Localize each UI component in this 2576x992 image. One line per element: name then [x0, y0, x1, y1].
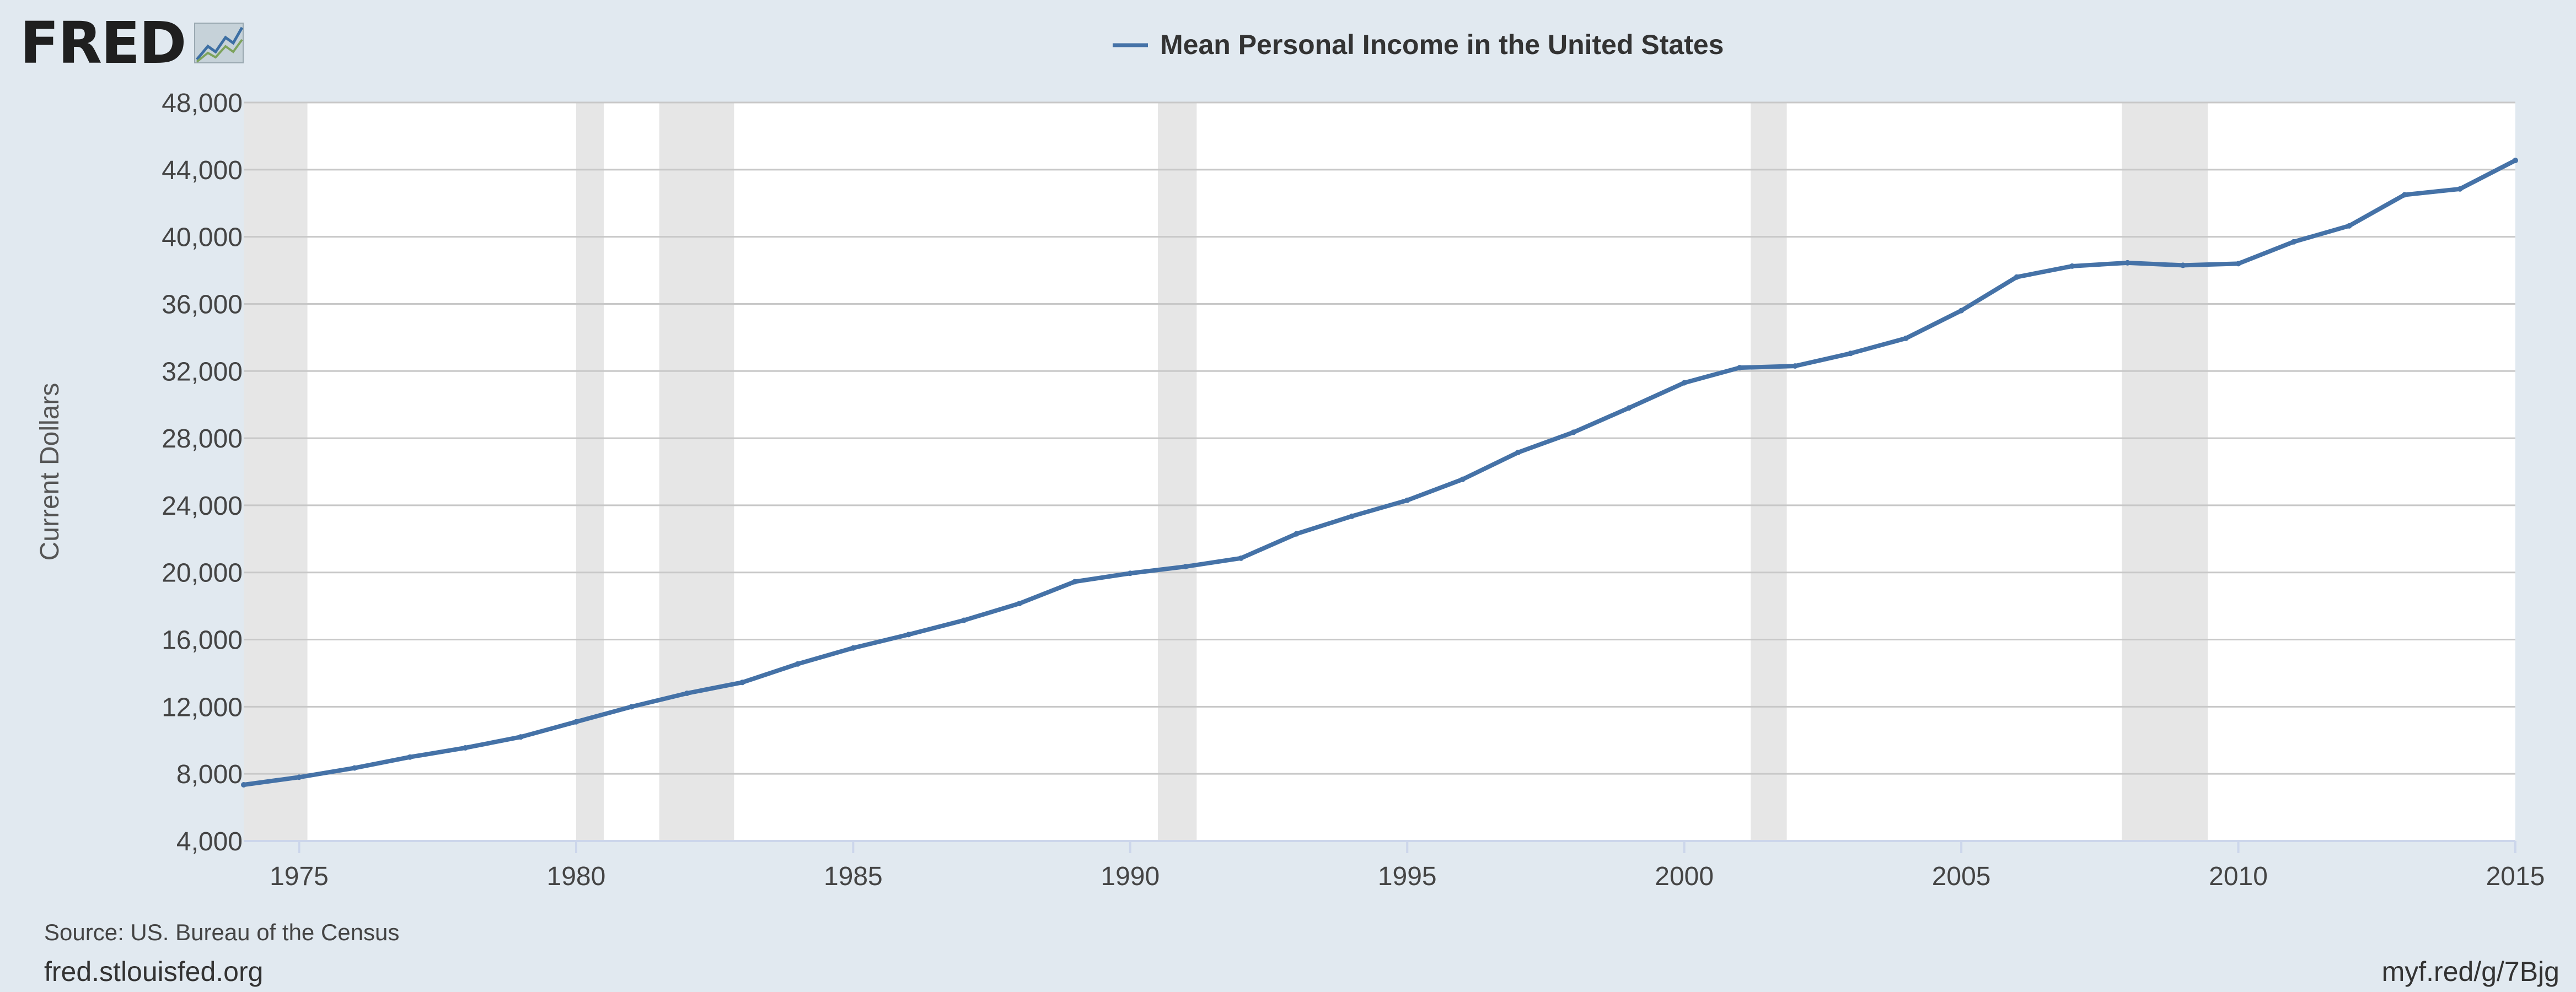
data-point[interactable] — [2402, 192, 2408, 198]
data-point[interactable] — [795, 661, 801, 667]
data-point[interactable] — [629, 704, 635, 710]
y-tick-label: 40,000 — [162, 223, 243, 252]
data-point[interactable] — [1515, 449, 1521, 455]
recession-band — [2122, 103, 2208, 841]
short-url-link[interactable]: myf.red/g/7Bjg — [2381, 956, 2559, 987]
x-tick-label: 2000 — [1655, 862, 1714, 891]
data-point[interactable] — [1072, 579, 1078, 585]
y-tick-label: 44,000 — [162, 156, 243, 185]
y-tick-label: 8,000 — [176, 760, 243, 789]
data-point[interactable] — [739, 680, 745, 686]
y-axis-ticks: 4,000 8,000 12,000 16,000 20,000 24,000 28,000… — [162, 89, 243, 856]
x-axis-ticks: 1975 1980 1985 1990 1995 2000 2005 2010 2015 — [270, 841, 2545, 891]
data-point[interactable] — [2513, 158, 2518, 164]
x-tick-label: 1985 — [824, 862, 883, 891]
data-point[interactable] — [2014, 274, 2020, 280]
data-point[interactable] — [296, 774, 302, 780]
data-point[interactable] — [1349, 513, 1355, 519]
fred-logo[interactable]: FRED — [20, 14, 244, 72]
recession-band — [1751, 103, 1787, 841]
y-tick-label: 16,000 — [162, 626, 243, 655]
x-tick-label: 1995 — [1378, 862, 1437, 891]
data-point[interactable] — [462, 745, 468, 751]
data-point[interactable] — [1404, 497, 1410, 503]
site-link[interactable]: fred.stlouisfed.org — [44, 956, 264, 987]
data-point[interactable] — [1016, 601, 1022, 607]
data-point[interactable] — [2235, 261, 2241, 267]
x-tick-label: 1990 — [1101, 862, 1160, 891]
data-point[interactable] — [684, 691, 690, 696]
recession-band — [1158, 103, 1197, 841]
data-point[interactable] — [850, 645, 856, 651]
data-point[interactable] — [905, 632, 911, 638]
data-point[interactable] — [2069, 263, 2075, 269]
data-point[interactable] — [1459, 476, 1466, 482]
data-point[interactable] — [2291, 239, 2297, 245]
data-point[interactable] — [1626, 405, 1632, 411]
data-point[interactable] — [1737, 365, 1743, 371]
source-note: Source: US. Bureau of the Census — [44, 919, 400, 945]
fred-logo-text: FRED — [20, 9, 186, 77]
x-tick-label: 1975 — [270, 862, 329, 891]
y-tick-label: 20,000 — [162, 559, 243, 588]
y-axis-label: Current Dollars — [35, 383, 65, 561]
recession-bands — [244, 103, 2208, 841]
y-tick-label: 24,000 — [162, 492, 243, 521]
data-point[interactable] — [1681, 380, 1687, 386]
data-point[interactable] — [2124, 260, 2130, 266]
recession-band — [576, 103, 604, 841]
legend: Mean Personal Income in the United State… — [1113, 29, 1724, 60]
y-tick-label: 4,000 — [176, 827, 243, 856]
x-tick-label: 2005 — [1932, 862, 1991, 891]
data-point[interactable] — [1848, 351, 1854, 357]
data-point[interactable] — [573, 719, 579, 725]
y-tick-label: 12,000 — [162, 693, 243, 722]
data-point[interactable] — [518, 734, 524, 740]
data-point[interactable] — [2457, 186, 2463, 192]
data-point[interactable] — [1958, 308, 1965, 314]
data-point[interactable] — [2180, 262, 2186, 268]
data-point[interactable] — [1792, 363, 1798, 369]
legend-label: Mean Personal Income in the United State… — [1160, 29, 1724, 60]
data-point[interactable] — [961, 617, 967, 623]
y-tick-label: 32,000 — [162, 357, 243, 386]
line-graph-icon — [194, 23, 244, 63]
y-tick-label: 36,000 — [162, 290, 243, 319]
data-point[interactable] — [241, 781, 246, 788]
x-tick-label: 2015 — [2486, 862, 2545, 891]
recession-band — [244, 103, 308, 841]
series-line[interactable] — [242, 158, 2518, 787]
data-point[interactable] — [1127, 570, 1133, 576]
y-tick-label: 28,000 — [162, 424, 243, 454]
x-tick-label: 2010 — [2209, 862, 2268, 891]
data-point[interactable] — [351, 765, 357, 771]
data-point[interactable] — [1570, 429, 1576, 435]
data-point[interactable] — [407, 754, 413, 760]
data-point[interactable] — [1238, 555, 1244, 561]
recession-band — [659, 103, 734, 841]
x-tick-label: 1980 — [547, 862, 606, 891]
data-point[interactable] — [1183, 564, 1189, 570]
y-tick-label: 48,000 — [162, 89, 243, 118]
series-layer — [241, 158, 2518, 788]
data-point[interactable] — [2346, 223, 2352, 229]
data-point[interactable] — [1294, 531, 1300, 537]
data-point[interactable] — [1903, 335, 1909, 341]
